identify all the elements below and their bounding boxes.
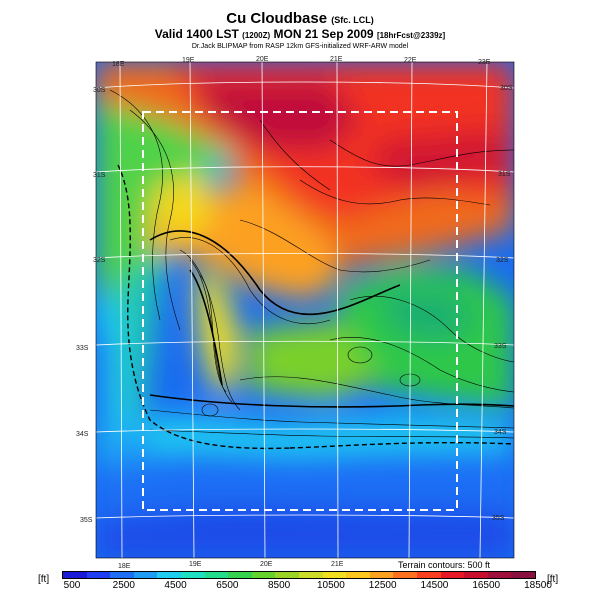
map-field	[96, 62, 514, 558]
legend-tick-label: 8500	[267, 580, 291, 591]
map-border	[95, 61, 515, 559]
lat-label-right: 30S	[500, 85, 513, 92]
coastline	[117, 164, 514, 450]
valid-line: Valid 1400 LST	[154, 27, 239, 41]
title-text: Cu Cloudbase	[226, 10, 328, 27]
unit-label-right: [ft]	[547, 574, 559, 585]
legend-tick-label: 18500	[524, 580, 552, 591]
lat-label-right: 35S	[492, 515, 505, 522]
forecast-code: [18hrFcst@2339z]	[376, 31, 446, 40]
lat-label-left: 30S	[93, 87, 106, 94]
legend-swatch	[157, 572, 181, 578]
lat-label-right: 33S	[494, 343, 507, 350]
legend-swatch	[416, 572, 441, 578]
legend-tick-label: 500	[63, 580, 81, 591]
legend-swatch	[464, 572, 488, 578]
lat-label-right: 32S	[496, 257, 509, 264]
valid-code: (1200Z)	[242, 31, 271, 40]
terrain-contours	[109, 89, 514, 439]
lon-label-top: 23E	[478, 59, 491, 66]
color-legend-bar	[62, 571, 536, 579]
lon-label-bottom: 19E	[189, 561, 202, 568]
valid-date: MON 21 Sep 2009	[273, 27, 374, 41]
legend-swatch	[110, 572, 134, 578]
legend-swatch	[346, 572, 370, 578]
lon-label-bottom: 21E	[331, 561, 344, 568]
legend-swatch	[511, 572, 535, 578]
legend-tick-label: 16500	[472, 580, 501, 591]
unit-label-left: [ft]	[38, 574, 50, 585]
lat-label-left: 34S	[76, 431, 89, 438]
legend-swatch	[298, 572, 323, 578]
lat-label-left: 31S	[93, 172, 106, 179]
lat-label-right: 31S	[498, 171, 511, 178]
legend-swatch	[86, 572, 111, 578]
lon-label-top: 19E	[182, 57, 195, 64]
legend-swatch	[275, 572, 299, 578]
lat-label-left: 35S	[80, 517, 93, 524]
legend-tick-label: 12500	[368, 580, 397, 591]
legend-swatch	[133, 572, 158, 578]
lon-label-top: 22E	[404, 57, 417, 64]
legend-swatch	[322, 572, 347, 578]
map-title: Cu Cloudbase (Sfc. LCL)	[0, 10, 600, 29]
lat-label-left: 33S	[76, 345, 89, 352]
lat-label-left: 32S	[93, 257, 106, 264]
legend-tick-label: 2500	[112, 580, 135, 591]
legend-swatch	[369, 572, 394, 578]
lon-label-top: 21E	[330, 56, 343, 63]
legend-swatch	[487, 572, 512, 578]
valid-time-line: Valid 1400 LST (1200Z) MON 21 Sep 2009 […	[0, 27, 600, 43]
legend-swatch	[228, 572, 252, 578]
lat-label-right: 34S	[494, 429, 507, 436]
legend-swatch	[393, 572, 417, 578]
lon-label-bottom: 18E	[118, 563, 131, 570]
legend-tick-label: 14500	[420, 580, 449, 591]
graticule	[96, 62, 514, 558]
lon-label-top: 18E	[112, 61, 125, 68]
legend-swatch	[251, 572, 276, 578]
legend-swatch	[204, 572, 229, 578]
terrain-contour-note: Terrain contours: 500 ft	[398, 560, 491, 570]
legend-tick-label: 4500	[164, 580, 187, 591]
inner-domain-box	[142, 111, 458, 511]
lon-label-top: 20E	[256, 56, 269, 63]
lon-label-bottom: 20E	[260, 561, 273, 568]
model-credit: Dr.Jack BLIPMAP from RASP 12km GFS-initi…	[191, 43, 409, 50]
heavy-contours	[149, 230, 514, 408]
legend-swatch	[63, 572, 87, 578]
legend-swatch	[180, 572, 205, 578]
legend-tick-label: 6500	[216, 580, 239, 591]
legend-swatch	[440, 572, 465, 578]
legend-tick-labels: 500 2500 4500 6500 8500 10500 12500 14500 16500 1…	[52, 580, 552, 594]
title-suffix: (Sfc. LCL)	[331, 15, 374, 25]
legend-tick-label: 10500	[316, 580, 345, 591]
